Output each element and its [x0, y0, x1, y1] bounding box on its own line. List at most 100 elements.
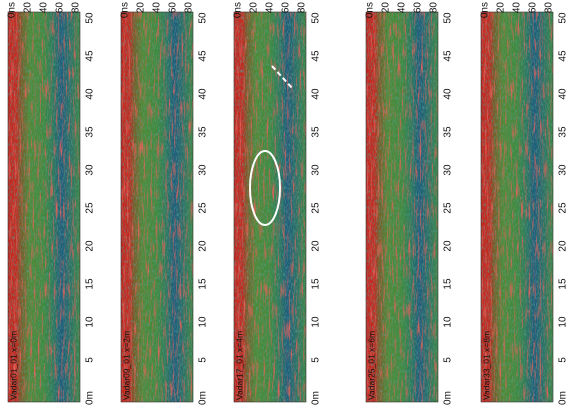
depth-label: 0ns: [233, 2, 244, 18]
depth-label: 20: [249, 2, 260, 14]
distance-label: 0m: [443, 391, 454, 405]
highlight-ellipse: [249, 150, 281, 226]
distance-label: 10: [558, 316, 569, 328]
depth-label: 60: [168, 2, 179, 14]
distance-label: 0m: [311, 391, 322, 405]
distance-label: 35: [85, 126, 96, 138]
distance-label: 40: [198, 88, 209, 100]
distance-label: 25: [558, 202, 569, 214]
radargram-texture: [8, 12, 80, 402]
distance-label: 30: [311, 164, 322, 176]
distance-label: 45: [198, 50, 209, 62]
distance-label: 45: [443, 50, 454, 62]
distance-label: 50: [558, 12, 569, 24]
radargram-texture: [366, 12, 438, 402]
depth-label: 80: [544, 2, 555, 14]
depth-label: 40: [152, 2, 163, 14]
highlight-dash: [271, 65, 293, 89]
distance-label: 45: [558, 50, 569, 62]
distance-label: 30: [198, 164, 209, 176]
depth-label: 20: [496, 2, 507, 14]
distance-label: 15: [558, 278, 569, 290]
panel-frame: [480, 11, 554, 403]
distance-label: 30: [85, 164, 96, 176]
depth-label: 20: [23, 2, 34, 14]
distance-label: 25: [85, 202, 96, 214]
depth-label: 0ns: [120, 2, 131, 18]
radargram-texture: [121, 12, 193, 402]
panel-frame: [7, 11, 81, 403]
distance-label: 50: [198, 12, 209, 24]
distance-label: 30: [443, 164, 454, 176]
distance-label: 15: [443, 278, 454, 290]
distance-label: 20: [85, 240, 96, 252]
distance-label: 40: [443, 88, 454, 100]
distance-label: 10: [85, 316, 96, 328]
depth-label: 80: [71, 2, 82, 14]
distance-label: 15: [311, 278, 322, 290]
distance-label: 0m: [85, 391, 96, 405]
depth-label: 60: [281, 2, 292, 14]
depth-label: 0ns: [365, 2, 376, 18]
depth-label: 80: [429, 2, 440, 14]
distance-label: 50: [311, 12, 322, 24]
distance-label: 45: [85, 50, 96, 62]
distance-label: 20: [198, 240, 209, 252]
distance-label: 45: [311, 50, 322, 62]
distance-label: 10: [311, 316, 322, 328]
distance-label: 40: [558, 88, 569, 100]
depth-label: 40: [39, 2, 50, 14]
panel-frame: [365, 11, 439, 403]
distance-label: 5: [311, 357, 322, 363]
distance-label: 5: [443, 357, 454, 363]
distance-label: 40: [85, 88, 96, 100]
distance-label: 35: [558, 126, 569, 138]
distance-label: 25: [443, 202, 454, 214]
distance-label: 25: [198, 202, 209, 214]
distance-label: 20: [443, 240, 454, 252]
panel-title: Vadar09_01 x=2m: [121, 331, 131, 400]
depth-label: 0ns: [480, 2, 491, 18]
panel-frame: [233, 11, 307, 403]
depth-label: 40: [397, 2, 408, 14]
panel-title: Vadar01_01 x=0m: [8, 331, 18, 400]
depth-label: 60: [413, 2, 424, 14]
depth-label: 20: [381, 2, 392, 14]
distance-label: 25: [311, 202, 322, 214]
distance-label: 30: [558, 164, 569, 176]
distance-label: 5: [85, 357, 96, 363]
distance-label: 10: [198, 316, 209, 328]
panel-frame: [120, 11, 194, 403]
radargram-texture: [481, 12, 553, 402]
distance-label: 0m: [558, 391, 569, 405]
distance-label: 40: [311, 88, 322, 100]
panel-title: Vadar33_01 x=8m: [481, 331, 491, 400]
panel-title: Vadar25_01 x=6m: [366, 331, 376, 400]
radargram-texture: [234, 12, 306, 402]
depth-label: 20: [136, 2, 147, 14]
depth-label: 60: [55, 2, 66, 14]
distance-label: 20: [558, 240, 569, 252]
distance-label: 10: [443, 316, 454, 328]
distance-label: 15: [198, 278, 209, 290]
distance-label: 35: [311, 126, 322, 138]
depth-label: 40: [512, 2, 523, 14]
distance-label: 35: [443, 126, 454, 138]
distance-label: 35: [198, 126, 209, 138]
distance-label: 15: [85, 278, 96, 290]
distance-label: 20: [311, 240, 322, 252]
distance-label: 5: [558, 357, 569, 363]
depth-label: 60: [528, 2, 539, 14]
distance-label: 50: [443, 12, 454, 24]
distance-label: 50: [85, 12, 96, 24]
distance-label: 0m: [198, 391, 209, 405]
depth-label: 80: [184, 2, 195, 14]
depth-label: 0ns: [7, 2, 18, 18]
depth-label: 80: [297, 2, 308, 14]
